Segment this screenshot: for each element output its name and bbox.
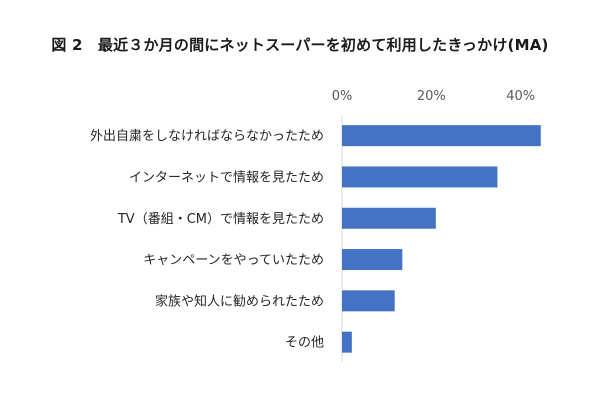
x-tick-label: 0%: [332, 89, 353, 104]
bar: [342, 249, 403, 271]
bar: [342, 290, 395, 312]
chart-title: 図 2 最近３か月の間にネットスーパーを初めて利用したきっかけ(MA): [51, 36, 549, 54]
bar: [342, 125, 541, 147]
bar: [342, 207, 436, 229]
category-label: インターネットで情報を見たため: [129, 170, 324, 185]
bar: [342, 331, 352, 353]
category-label: 家族や知人に勧められたため: [155, 293, 324, 309]
category-label: TV（番組・CM）で情報を見たため: [117, 212, 324, 227]
x-tick-label: 40%: [506, 89, 535, 104]
bar: [342, 166, 498, 188]
category-label: 外出自粛をしなければならなかったため: [90, 129, 324, 144]
category-label: その他: [285, 336, 324, 351]
category-label: キャンペーンをやっていたため: [143, 253, 324, 268]
x-tick-label: 20%: [417, 89, 446, 104]
